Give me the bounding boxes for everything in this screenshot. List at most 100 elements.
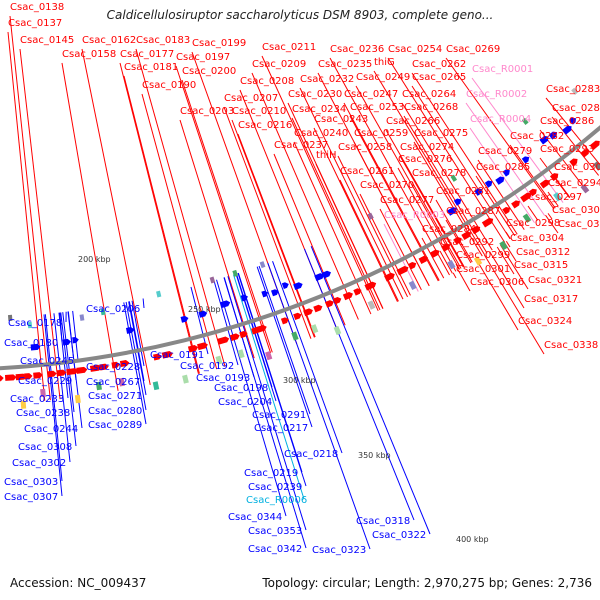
gene-label[interactable]: Csac_0304 [510, 233, 564, 244]
gene-label[interactable]: Csac_0266 [386, 116, 440, 127]
gene-label[interactable]: Csac_0279 [478, 146, 532, 157]
gene-label[interactable]: Csac_0301 [456, 264, 510, 275]
gene-label[interactable]: Csac_0268 [404, 102, 458, 113]
gene-label[interactable]: Csac_0204 [218, 397, 272, 408]
gene-label[interactable]: Csac_0233 [10, 394, 64, 405]
gene-label[interactable]: Csac_0243 [314, 114, 368, 125]
gene-label[interactable]: Csac_0207 [224, 93, 278, 104]
gene-label[interactable]: Csac_0318 [356, 516, 410, 527]
gene-label[interactable]: Csac_0262 [412, 59, 466, 70]
gene-label[interactable]: Csac_0137 [8, 18, 62, 29]
gene-label[interactable]: Csac_0218 [284, 449, 338, 460]
gene-label[interactable]: Csac_0198 [214, 383, 268, 394]
gene-label[interactable]: Csac_0183 [136, 35, 190, 46]
gene-label[interactable]: thiH [316, 150, 337, 161]
gene-label[interactable]: Csac_R0004 [470, 114, 531, 125]
gene-label[interactable]: Csac_0275 [414, 128, 468, 139]
gene-label[interactable]: Csac_0312 [516, 247, 570, 258]
gene-label[interactable]: Csac_0321 [528, 275, 582, 286]
gene-label[interactable]: Csac_0162 [82, 35, 136, 46]
gene-label[interactable]: Csac_0236 [330, 44, 384, 55]
gene-label[interactable]: Csac_0200 [182, 66, 236, 77]
gene-label[interactable]: Csac_0338 [544, 340, 598, 351]
gene-label[interactable]: Csac_0237 [274, 140, 328, 151]
gene-label[interactable]: Csac_0274 [400, 142, 454, 153]
gene-label[interactable]: Csac_0289 [88, 420, 142, 431]
gene-label[interactable]: Csac_0302 [12, 458, 66, 469]
gene-label[interactable]: Csac_0283 [546, 84, 600, 95]
gene-label[interactable]: Csac_0286 [540, 116, 594, 127]
gene-label[interactable]: Csac_0190 [142, 80, 196, 91]
gene-label[interactable]: Csac_0342 [248, 544, 302, 555]
gene-label[interactable]: Csac_0270 [360, 180, 414, 191]
gene-label[interactable]: Csac_0211 [262, 42, 316, 53]
gene-label[interactable]: Csac_0206 [86, 304, 140, 315]
gene-label[interactable]: Csac_0344 [228, 512, 282, 523]
gene-label[interactable]: Csac_0323 [312, 545, 366, 556]
gene-label[interactable]: Csac_0306 [470, 277, 524, 288]
gene-label[interactable]: Csac_0291 [252, 410, 306, 421]
gene-label[interactable]: Csac_0230 [288, 89, 342, 100]
gene-label[interactable]: Csac_0240 [294, 128, 348, 139]
gene-label[interactable]: Csac_0178 [8, 318, 62, 329]
gene-label[interactable]: Csac_0353 [248, 526, 302, 537]
gene-label[interactable]: Csac_0308 [18, 442, 72, 453]
gene-label[interactable]: Csac_0181 [124, 62, 178, 73]
gene-label[interactable]: Csac_0264 [402, 89, 456, 100]
gene-label[interactable]: Csac_0305 [552, 205, 600, 216]
gene-label[interactable]: Csac_0267 [86, 377, 140, 388]
gene-label[interactable]: Csac_0265 [412, 72, 466, 83]
gene-label[interactable]: Csac_0245 [20, 356, 74, 367]
gene-label[interactable]: Csac_0300 [554, 162, 600, 173]
gene-label[interactable]: Csac_0307 [4, 492, 58, 503]
gene-label[interactable]: Csac_0276 [398, 154, 452, 165]
gene-label[interactable]: Csac_R0006 [246, 495, 307, 506]
gene-label[interactable]: thiG [374, 57, 395, 68]
gene-label[interactable]: Csac_0288 [552, 103, 600, 114]
gene-label[interactable]: Csac_0158 [62, 49, 116, 60]
gene-label[interactable]: Csac_0253 [350, 102, 404, 113]
gene-label[interactable]: Csac_R0003 [384, 210, 445, 221]
gene-label[interactable]: Csac_0177 [120, 49, 174, 60]
gene-label[interactable]: Csac_0317 [524, 294, 578, 305]
gene-label[interactable]: Csac_0180 [4, 338, 58, 349]
gene-label[interactable]: Csac_0277 [380, 195, 434, 206]
gene-label[interactable]: Csac_0313 [558, 219, 600, 230]
gene-label[interactable]: Csac_0285 [476, 162, 530, 173]
gene-label[interactable]: Csac_0324 [518, 316, 572, 327]
gene-label[interactable]: Csac_0298 [506, 218, 560, 229]
gene-label[interactable]: Csac_0247 [344, 89, 398, 100]
gene-label[interactable]: Csac_0208 [240, 76, 294, 87]
gene-label[interactable]: Csac_0192 [180, 361, 234, 372]
gene-label[interactable]: Csac_R0001 [472, 64, 533, 75]
gene-label[interactable]: Csac_0269 [446, 44, 500, 55]
gene-label[interactable]: Csac_0216 [238, 120, 292, 131]
gene-label[interactable]: Csac_0219 [244, 468, 298, 479]
gene-label[interactable]: Csac_0261 [340, 166, 394, 177]
gene-label[interactable]: Csac_0229 [18, 376, 72, 387]
gene-label[interactable]: Csac_0284 [422, 224, 476, 235]
gene-label[interactable]: Csac_0234 [292, 104, 346, 115]
gene-label[interactable]: Csac_0292 [440, 237, 494, 248]
gene-label[interactable]: Csac_0297 [528, 192, 582, 203]
gene-label[interactable]: Csac_0293 [540, 144, 594, 155]
gene-label[interactable]: Csac_0315 [514, 260, 568, 271]
gene-label[interactable]: Csac_0322 [372, 530, 426, 541]
gene-label[interactable]: Csac_0238 [16, 408, 70, 419]
gene-label[interactable]: Csac_0232 [300, 74, 354, 85]
gene-label[interactable]: Csac_0191 [150, 350, 204, 361]
gene-label[interactable]: Csac_0199 [192, 38, 246, 49]
gene-label[interactable]: Csac_0228 [86, 362, 140, 373]
gene-label[interactable]: Csac_0197 [176, 52, 230, 63]
gene-label[interactable]: Csac_0145 [20, 35, 74, 46]
gene-label[interactable]: Csac_0287 [446, 206, 500, 217]
gene-label[interactable]: Csac_0138 [10, 2, 64, 13]
gene-label[interactable]: Csac_0281 [436, 186, 490, 197]
gene-label[interactable]: Csac_0259 [354, 128, 408, 139]
gene-label[interactable]: Csac_0278 [412, 168, 466, 179]
gene-label[interactable]: Csac_0280 [88, 406, 142, 417]
gene-label[interactable]: Csac_0203 [180, 106, 234, 117]
gene-label[interactable]: Csac_0303 [4, 477, 58, 488]
gene-label[interactable]: Csac_0258 [338, 142, 392, 153]
gene-label[interactable]: Csac_0249 [356, 72, 410, 83]
